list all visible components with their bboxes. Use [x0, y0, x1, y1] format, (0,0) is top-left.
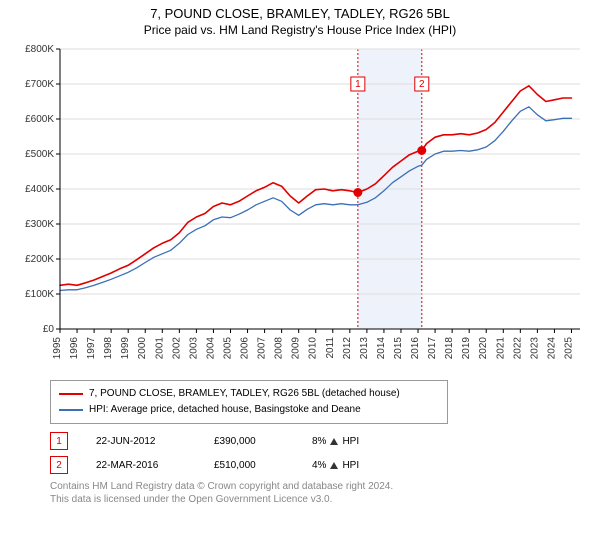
svg-text:£400K: £400K — [25, 184, 54, 195]
arrow-up-icon — [330, 462, 338, 469]
svg-text:2013: 2013 — [359, 337, 370, 360]
sale-row: 2 22-MAR-2016 £510,000 4% HPI — [50, 456, 600, 474]
svg-text:2000: 2000 — [137, 337, 148, 360]
page-title: 7, POUND CLOSE, BRAMLEY, TADLEY, RG26 5B… — [0, 6, 600, 21]
sale-delta-suffix: HPI — [342, 460, 359, 471]
credit-line: Contains HM Land Registry data © Crown c… — [50, 480, 600, 493]
legend: 7, POUND CLOSE, BRAMLEY, TADLEY, RG26 5B… — [50, 380, 448, 424]
sale-badge: 1 — [50, 432, 68, 450]
svg-text:2004: 2004 — [205, 337, 216, 360]
svg-text:2012: 2012 — [342, 337, 353, 360]
svg-text:2: 2 — [419, 79, 425, 90]
svg-text:2006: 2006 — [240, 337, 251, 360]
svg-text:2007: 2007 — [257, 337, 268, 360]
legend-label: 7, POUND CLOSE, BRAMLEY, TADLEY, RG26 5B… — [89, 387, 400, 401]
svg-text:2018: 2018 — [444, 337, 455, 360]
legend-row: HPI: Average price, detached house, Basi… — [59, 403, 439, 417]
sale-delta: 4% HPI — [312, 460, 359, 471]
svg-text:£200K: £200K — [25, 254, 54, 265]
svg-text:2020: 2020 — [478, 337, 489, 360]
sale-delta: 8% HPI — [312, 436, 359, 447]
legend-row: 7, POUND CLOSE, BRAMLEY, TADLEY, RG26 5B… — [59, 387, 439, 401]
sales-table: 1 22-JUN-2012 £390,000 8% HPI 2 22-MAR-2016 £51… — [50, 432, 600, 474]
sale-delta-suffix: HPI — [342, 436, 359, 447]
arrow-up-icon — [330, 438, 338, 445]
svg-text:£100K: £100K — [25, 289, 54, 300]
svg-text:£300K: £300K — [25, 219, 54, 230]
legend-label: HPI: Average price, detached house, Basi… — [89, 403, 361, 417]
svg-text:2017: 2017 — [427, 337, 438, 360]
svg-text:1997: 1997 — [86, 337, 97, 360]
svg-text:£0: £0 — [43, 324, 55, 335]
sale-delta-pct: 8% — [312, 436, 326, 447]
svg-text:1996: 1996 — [69, 337, 80, 360]
sale-row: 1 22-JUN-2012 £390,000 8% HPI — [50, 432, 600, 450]
sale-date: 22-MAR-2016 — [96, 460, 186, 471]
svg-text:1: 1 — [355, 79, 361, 90]
svg-text:2015: 2015 — [393, 337, 404, 360]
sale-price: £510,000 — [214, 460, 284, 471]
svg-text:2011: 2011 — [325, 337, 336, 359]
svg-text:2005: 2005 — [222, 337, 233, 360]
svg-text:2024: 2024 — [546, 337, 557, 360]
svg-text:2014: 2014 — [376, 337, 387, 360]
svg-text:2025: 2025 — [563, 337, 574, 360]
svg-text:2021: 2021 — [495, 337, 506, 360]
line-chart: £0 £100K £200K £300K £400K £500K £600K £700K £80… — [10, 41, 590, 371]
svg-text:1999: 1999 — [120, 337, 131, 360]
svg-text:2001: 2001 — [154, 337, 165, 360]
svg-text:2009: 2009 — [291, 337, 302, 360]
sale-date: 22-JUN-2012 — [96, 436, 186, 447]
legend-swatch — [59, 393, 83, 395]
svg-text:2010: 2010 — [308, 337, 319, 360]
svg-text:2003: 2003 — [188, 337, 199, 360]
svg-text:2016: 2016 — [410, 337, 421, 360]
svg-text:2019: 2019 — [461, 337, 472, 360]
svg-text:£500K: £500K — [25, 149, 54, 160]
svg-text:2022: 2022 — [512, 337, 523, 360]
svg-text:1998: 1998 — [103, 337, 114, 360]
sale-price: £390,000 — [214, 436, 284, 447]
chart-container: £0 £100K £200K £300K £400K £500K £600K £700K £80… — [10, 41, 590, 374]
page-subtitle: Price paid vs. HM Land Registry's House … — [0, 23, 600, 37]
svg-text:2008: 2008 — [274, 337, 285, 360]
svg-text:£800K: £800K — [25, 44, 54, 55]
legend-swatch — [59, 409, 83, 411]
credit-line: This data is licensed under the Open Gov… — [50, 493, 600, 506]
svg-text:£700K: £700K — [25, 79, 54, 90]
svg-text:£600K: £600K — [25, 114, 54, 125]
svg-text:2002: 2002 — [171, 337, 182, 360]
credit-text: Contains HM Land Registry data © Crown c… — [50, 480, 600, 506]
svg-text:1995: 1995 — [52, 337, 63, 360]
svg-text:2023: 2023 — [529, 337, 540, 360]
sale-delta-pct: 4% — [312, 460, 326, 471]
sale-badge: 2 — [50, 456, 68, 474]
